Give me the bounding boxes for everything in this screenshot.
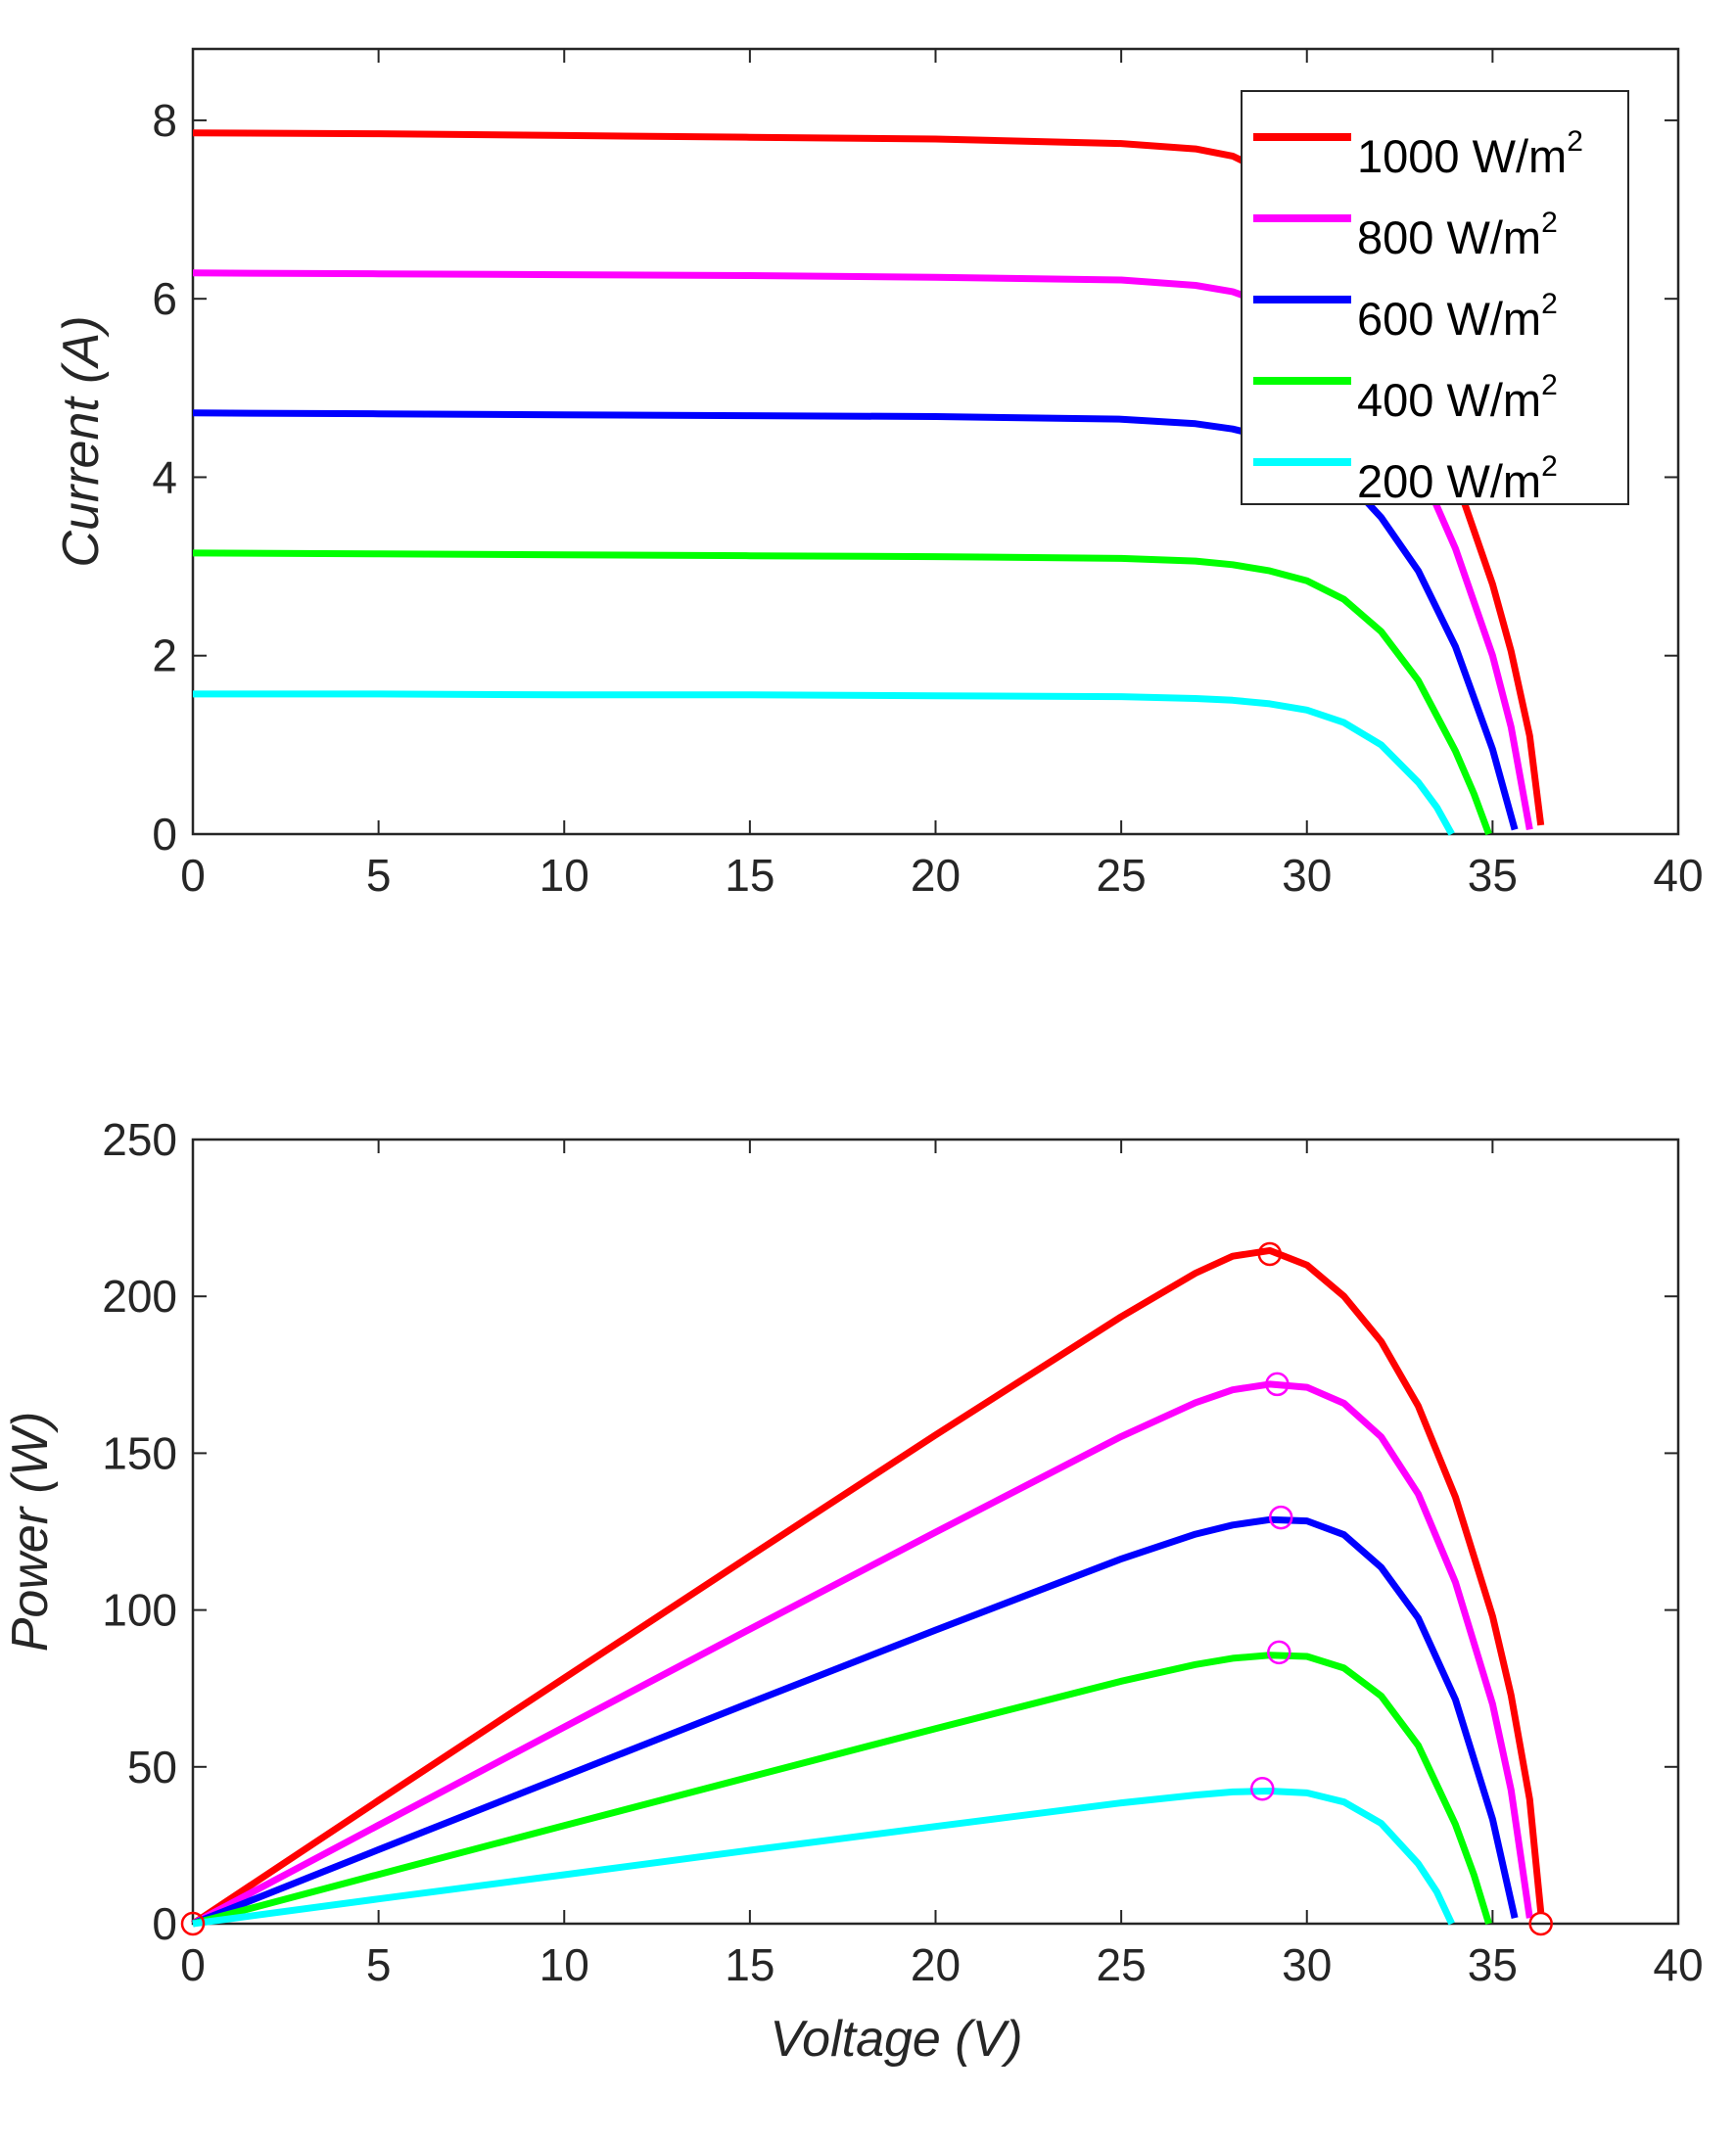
pv-x-tick-label: 20 — [911, 1939, 961, 1990]
legend-value: 200 — [1357, 455, 1446, 507]
iv-y-tick-label: 8 — [152, 95, 177, 146]
iv-x-tick-label: 10 — [540, 850, 589, 901]
iv-y-tick-label: 6 — [152, 273, 177, 324]
iv-x-tick-label: 20 — [911, 850, 961, 901]
legend-unit: W/m — [1446, 293, 1541, 345]
pv-marker-point — [1257, 1241, 1283, 1267]
legend-value: 1000 — [1357, 130, 1473, 182]
legend-label-600: 600 W/m2 — [1357, 288, 1558, 345]
pv-x-tick-label: 25 — [1097, 1939, 1147, 1990]
iv-y-tick-label: 2 — [152, 630, 177, 681]
pv-marker-point — [1249, 1776, 1275, 1801]
legend-value: 800 — [1357, 211, 1446, 263]
pv-y-tick-label: 0 — [152, 1898, 177, 1949]
iv-y-tick-label: 0 — [152, 809, 177, 860]
pv-x-tick-label: 5 — [366, 1939, 392, 1990]
legend-label-800: 800 W/m2 — [1357, 207, 1558, 263]
legend-label-1000: 1000 W/m2 — [1357, 125, 1583, 182]
iv-x-tick-label: 30 — [1282, 850, 1332, 901]
legend-unit: W/m — [1473, 130, 1568, 182]
legend-unit-exponent: 2 — [1541, 288, 1558, 320]
pv-y-tick-label: 200 — [102, 1271, 177, 1322]
iv-x-tick-label: 15 — [725, 850, 774, 901]
pv-y-tick-label: 150 — [102, 1427, 177, 1478]
pv-y-tick-label: 100 — [102, 1585, 177, 1636]
legend-unit-exponent: 2 — [1541, 207, 1558, 239]
legend-unit: W/m — [1446, 455, 1541, 507]
legend-value: 600 — [1357, 293, 1446, 345]
pv-y-tick-label: 50 — [127, 1742, 177, 1793]
pv-x-tick-label: 15 — [725, 1939, 774, 1990]
pv-series-line-200 — [192, 1788, 1455, 1928]
iv-x-tick-label: 5 — [366, 850, 392, 901]
pv-series-line-400 — [192, 1652, 1492, 1928]
iv-x-tick-label: 40 — [1653, 850, 1703, 901]
iv-y-tick-label: 4 — [152, 451, 177, 502]
legend-label-400: 400 W/m2 — [1357, 369, 1558, 426]
pv-marker-point — [1267, 1640, 1291, 1665]
pv-marker-point — [1268, 1505, 1293, 1530]
pv-markers — [180, 1241, 1553, 1936]
pv-series-line-1000 — [191, 1246, 1545, 1927]
legend-value: 400 — [1357, 374, 1446, 426]
legend-unit: W/m — [1446, 211, 1541, 263]
pv-x-tick-label: 40 — [1653, 1939, 1703, 1990]
pv-axis-ticks: 0 5 10 15 20 25 30 35 40 0 50 100 150 200 250 — [102, 1114, 1703, 1990]
pv-y-tick-label: 250 — [102, 1114, 177, 1165]
pv-x-tick-label: 35 — [1468, 1939, 1518, 1990]
pv-series-line-600 — [191, 1515, 1519, 1928]
pv-marker-point — [1265, 1372, 1290, 1397]
pv-chart: 0 5 10 15 20 25 30 35 40 0 50 100 150 200 250 Power (W… — [2, 1114, 1704, 2068]
iv-series-line-200 — [193, 690, 1455, 836]
pv-marker-point — [1528, 1911, 1553, 1936]
pv-series-lines — [191, 1246, 1545, 1928]
iv-series-line-400 — [192, 549, 1492, 836]
iv-x-tick-label: 0 — [180, 850, 206, 901]
legend-unit: W/m — [1446, 374, 1541, 426]
pv-x-tick-label: 0 — [180, 1939, 206, 1990]
pv-x-tick-label: 30 — [1282, 1939, 1332, 1990]
pv-x-axis-label: Voltage (V) — [770, 2011, 1022, 2068]
legend-label-200: 200 W/m2 — [1357, 450, 1558, 507]
pv-series-line-800 — [191, 1380, 1533, 1928]
legend-unit-exponent: 2 — [1567, 125, 1583, 158]
legend-unit-exponent: 2 — [1541, 369, 1558, 401]
pv-marker-point — [180, 1911, 206, 1936]
iv-y-axis-label: Current (A) — [53, 315, 110, 567]
iv-x-tick-label: 25 — [1097, 850, 1147, 901]
pv-x-tick-label: 10 — [540, 1939, 589, 1990]
iv-x-tick-label: 35 — [1468, 850, 1518, 901]
legend-unit-exponent: 2 — [1541, 450, 1558, 483]
pv-y-axis-label: Power (W) — [2, 1412, 59, 1653]
